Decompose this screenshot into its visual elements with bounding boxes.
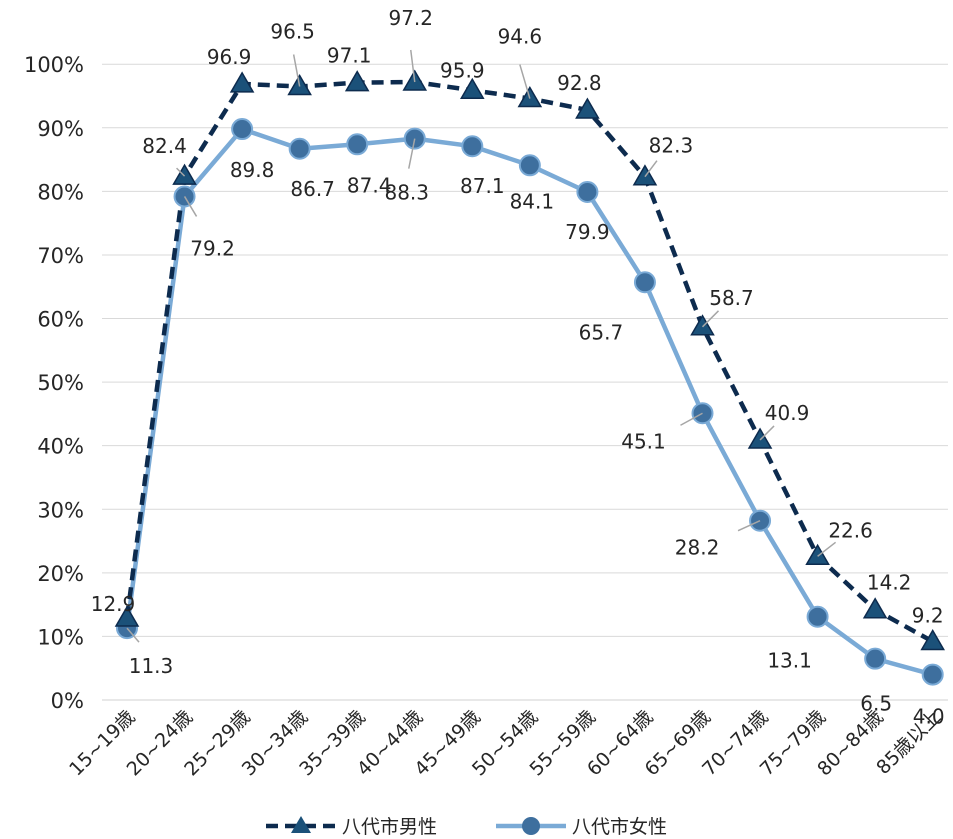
legend: 八代市男性 八代市女性 [266, 816, 667, 838]
female-point [633, 271, 656, 294]
male-leader [292, 54, 301, 87]
female-label: 86.7 [290, 177, 335, 201]
male-point [459, 77, 485, 100]
female-label: 4.0 [913, 705, 945, 729]
male-label: 97.1 [327, 44, 372, 68]
male-point [632, 164, 658, 186]
female-point [231, 118, 254, 141]
female-label: 79.2 [190, 236, 235, 260]
female-point [806, 605, 829, 628]
male-point [920, 629, 946, 651]
y-tick-label: 70% [37, 244, 84, 268]
male-label: 40.9 [765, 401, 810, 425]
female-point [576, 180, 599, 203]
male-leader [759, 425, 775, 441]
male-point [344, 70, 370, 92]
y-tick-label: 60% [37, 308, 84, 332]
female-label: 6.5 [860, 692, 892, 716]
data-labels: 12.9 82.4 96.9 96.5 97.1 97.2 95.9 94.6 92.8 82.3… [91, 6, 945, 729]
y-axis: 0% 10% 20% 30% 40% 50% 60% 70% 80% 90% 100% [24, 53, 84, 713]
female-label: 11.3 [129, 654, 174, 678]
y-tick-label: 20% [37, 562, 84, 586]
y-tick-label: 10% [37, 625, 84, 649]
male-leader [176, 167, 186, 177]
male-leader [644, 160, 658, 178]
female-leader [183, 196, 198, 217]
female-point [288, 137, 311, 160]
y-tick-label: 40% [37, 435, 84, 459]
y-tick-label: 50% [37, 371, 84, 395]
male-label: 95.9 [440, 58, 485, 82]
legend-label-female: 八代市女性 [572, 816, 667, 838]
x-axis: 15~19歳20~24歳25~29歳30~34歳35~39歳40~44歳45~4… [65, 699, 948, 780]
legend-marker-male [291, 816, 311, 833]
female-label: 28.2 [675, 536, 720, 560]
y-tick-label: 0% [51, 689, 84, 713]
y-tick-label: 100% [24, 53, 84, 77]
male-point [690, 314, 715, 336]
female-point [518, 154, 541, 177]
male-point [805, 543, 830, 566]
male-label: 12.9 [91, 592, 136, 616]
male-label: 97.2 [388, 6, 433, 30]
male-point [114, 605, 140, 627]
female-leader [408, 138, 416, 169]
female-point [346, 133, 369, 156]
male-leader [519, 64, 531, 99]
female-point [921, 663, 944, 686]
male-label: 92.8 [557, 71, 602, 95]
male-point [575, 97, 600, 119]
legend-label-male: 八代市男性 [342, 816, 437, 838]
female-label: 79.9 [565, 220, 610, 244]
female-point [864, 647, 887, 670]
male-leader [817, 541, 837, 557]
male-label: 58.7 [709, 286, 754, 310]
male-label: 94.6 [498, 25, 543, 49]
female-label: 87.4 [347, 173, 392, 197]
y-tick-label: 90% [37, 117, 84, 141]
female-point [461, 135, 484, 158]
female-leader [680, 412, 703, 426]
male-point [229, 71, 255, 93]
male-label: 22.6 [828, 518, 873, 542]
legend-marker-female [522, 817, 540, 835]
male-label: 14.2 [867, 571, 912, 595]
male-label: 9.2 [912, 604, 944, 628]
female-label: 65.7 [579, 320, 624, 344]
female-label: 87.1 [460, 174, 505, 198]
female-leader [737, 520, 761, 532]
male-label: 96.9 [207, 45, 252, 69]
male-label: 96.5 [270, 19, 315, 43]
male-label: 82.3 [649, 134, 694, 158]
y-tick-label: 30% [37, 498, 84, 522]
female-label: 84.1 [510, 189, 555, 213]
female-label: 45.1 [621, 429, 666, 453]
male-label: 82.4 [142, 134, 187, 158]
male-leader [701, 310, 720, 328]
female-label: 13.1 [767, 649, 812, 673]
y-tick-label: 80% [37, 180, 84, 204]
male-point [172, 163, 197, 185]
male-point [862, 597, 888, 619]
male-leader [410, 49, 416, 83]
female-label: 88.3 [384, 181, 429, 205]
female-label: 89.8 [230, 158, 275, 182]
female-leader [126, 627, 140, 643]
male-point [747, 427, 773, 449]
gridlines [102, 63, 948, 637]
